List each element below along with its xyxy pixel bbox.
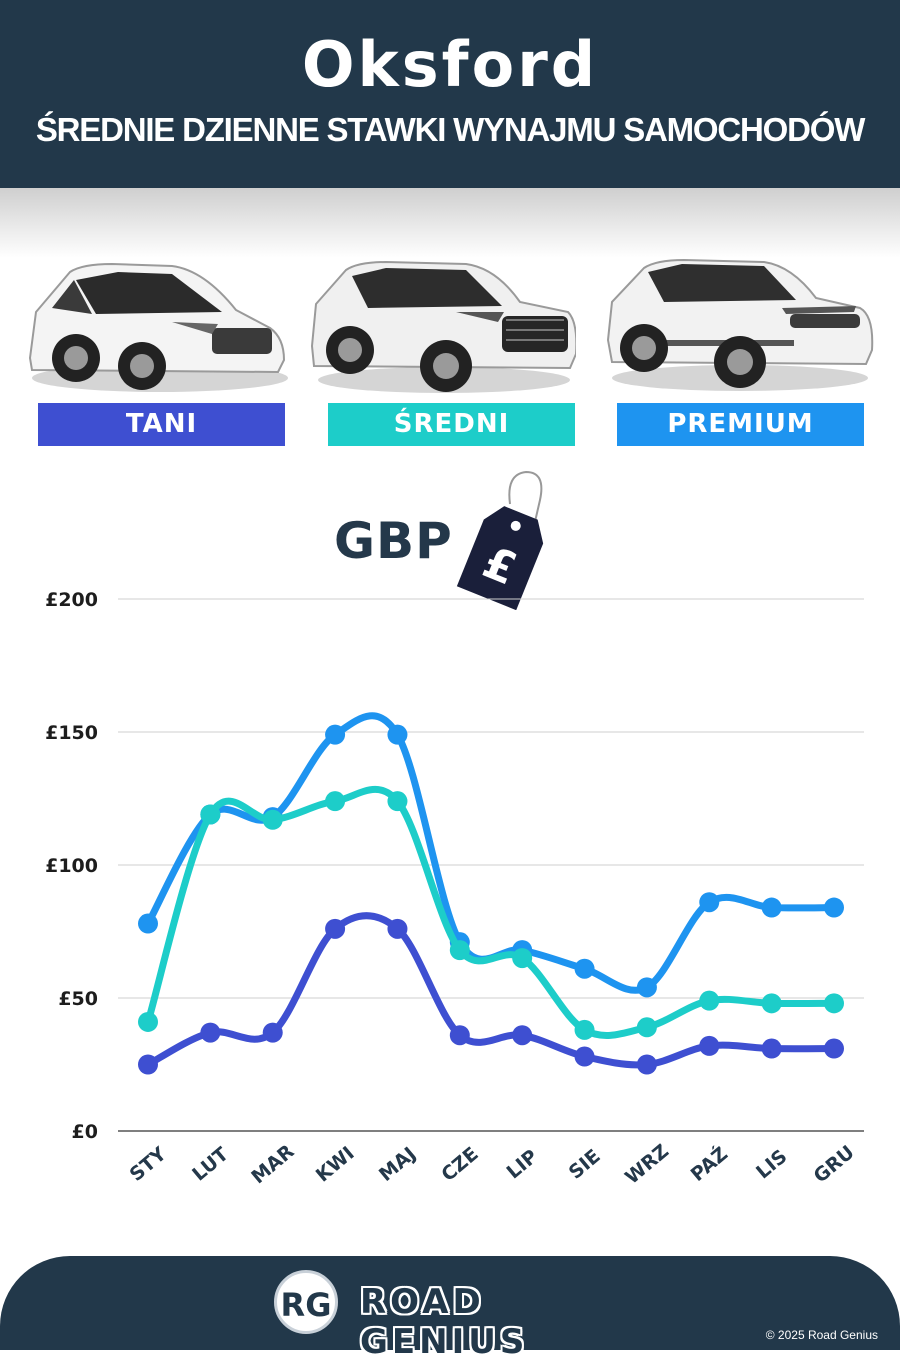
x-tick-label: SIE — [565, 1145, 605, 1184]
header: Oksford ŚREDNIE DZIENNE STAWKI WYNAJMU S… — [0, 0, 900, 188]
x-tick-label: MAJ — [375, 1143, 420, 1186]
series-tani — [138, 912, 844, 1075]
y-tick-label: £50 — [58, 988, 98, 1010]
x-tick-label: MAR — [247, 1140, 298, 1188]
series-line — [144, 712, 838, 994]
y-axis-ticks: £0 £50 £100 £150 £200 — [45, 589, 98, 1143]
data-point — [824, 897, 844, 918]
x-tick-label: CZE — [437, 1143, 482, 1186]
data-point — [574, 1019, 595, 1040]
currency-badge: GBP £ — [334, 470, 554, 610]
brand-name: ROAD GENIUS — [360, 1282, 529, 1362]
x-tick-label: LIS — [752, 1145, 791, 1183]
page-subtitle: ŚREDNIE DZIENNE STAWKI WYNAJMU SAMOCHODÓ… — [35, 111, 866, 148]
data-point — [138, 913, 158, 934]
data-point — [636, 977, 657, 998]
data-point — [449, 940, 470, 961]
car-images — [0, 250, 900, 400]
y-tick-label: £200 — [45, 589, 98, 611]
data-point — [262, 1022, 283, 1043]
header-shadow — [0, 188, 900, 258]
category-premium: PREMIUM — [617, 403, 864, 446]
data-point — [387, 918, 408, 939]
category-labels: TANI ŚREDNI PREMIUM — [0, 403, 900, 447]
x-tick-label: WRZ — [621, 1140, 673, 1189]
y-tick-label: £0 — [72, 1121, 98, 1143]
copyright-text: © 2025 Road Genius — [765, 1328, 878, 1342]
data-point — [138, 1011, 158, 1032]
data-point — [325, 791, 346, 812]
footer: RG ROAD GENIUS © 2025 Road Genius — [0, 1256, 900, 1362]
series-średni — [138, 786, 844, 1040]
data-point — [574, 1046, 595, 1067]
data-point — [699, 892, 720, 913]
data-point — [761, 1038, 782, 1059]
y-tick-label: £150 — [45, 722, 98, 744]
data-point — [824, 993, 844, 1014]
data-point — [824, 1038, 844, 1059]
category-tani: TANI — [38, 403, 285, 446]
data-point — [574, 958, 595, 979]
price-tag-icon: £ — [456, 470, 544, 610]
x-axis-ticks: STY LUT MAR KWI MAJ CZE LIP SIE WRZ PAŹ LIS GRU — [126, 1140, 859, 1189]
data-point — [325, 918, 346, 939]
brand-logo: RG ROAD GENIUS — [274, 1270, 654, 1362]
series-line — [144, 912, 838, 1069]
suv-car-icon — [310, 260, 576, 393]
series-premium — [138, 712, 844, 998]
hatchback-car-icon — [28, 262, 288, 392]
line-chart: £0£50£100£150£200 STY LUT MAR KWI MAJ CZE LIP S… — [45, 589, 864, 1189]
premium-suv-icon — [606, 258, 874, 391]
data-point — [262, 809, 283, 830]
page-title: Oksford — [301, 28, 599, 101]
data-point — [699, 1035, 720, 1056]
data-point — [325, 724, 346, 745]
data-point — [200, 1022, 221, 1043]
x-tick-label: LIP — [503, 1145, 543, 1183]
data-point — [387, 724, 408, 745]
data-point — [761, 993, 782, 1014]
x-tick-label: PAŹ — [686, 1142, 732, 1186]
series-group — [138, 712, 844, 1075]
data-point — [761, 897, 782, 918]
data-point — [512, 1025, 533, 1046]
x-tick-label: STY — [126, 1143, 171, 1186]
data-point — [449, 1025, 470, 1046]
x-tick-label: GRU — [810, 1141, 859, 1187]
logo-badge: RG — [274, 1270, 338, 1334]
x-tick-label: KWI — [312, 1142, 359, 1186]
data-point — [138, 1054, 158, 1075]
data-point — [200, 804, 221, 825]
data-point — [512, 948, 533, 969]
y-tick-label: £100 — [45, 855, 98, 877]
grid-lines — [118, 598, 864, 1132]
x-tick-label: LUT — [188, 1143, 233, 1185]
currency-label: GBP — [334, 512, 453, 570]
data-point — [387, 791, 408, 812]
series-line — [144, 786, 838, 1039]
category-sredni: ŚREDNI — [328, 403, 575, 446]
data-point — [636, 1017, 657, 1038]
data-point — [699, 990, 720, 1011]
data-point — [636, 1054, 657, 1075]
